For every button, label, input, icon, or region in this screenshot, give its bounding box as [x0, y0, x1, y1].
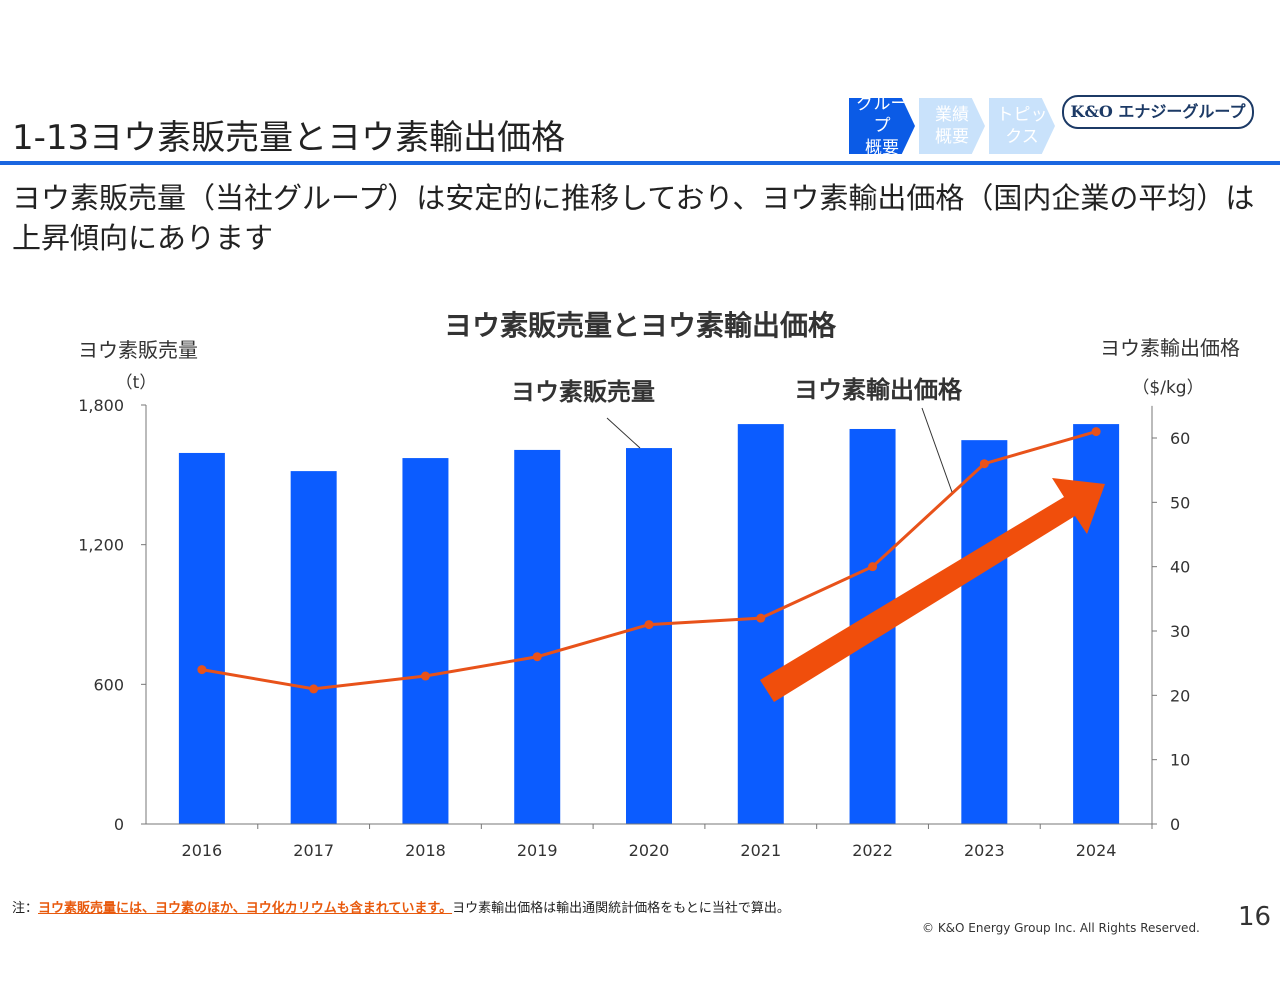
page-title: 1-13ヨウ素販売量とヨウ素輸出価格	[12, 118, 566, 158]
price-point-2018	[420, 671, 430, 681]
nav-label: クス	[1005, 127, 1039, 147]
price-point-2019	[532, 652, 542, 662]
y-right-tick-label: 40	[1170, 558, 1190, 577]
header-divider	[0, 161, 1280, 165]
y-left-unit: （t）	[116, 373, 157, 393]
y-left-label: ヨウ素販売量	[78, 338, 198, 362]
bar-2016	[178, 452, 225, 824]
copyright: © K&O Energy Group Inc. All Rights Reser…	[922, 921, 1200, 935]
price-point-2023	[979, 459, 989, 469]
nav-results-overview[interactable]: 業績 概要	[919, 98, 985, 154]
price-point-2016	[197, 665, 207, 675]
price-point-2022	[868, 562, 878, 572]
y-right-tick-label: 0	[1170, 815, 1180, 834]
x-tick-label: 2017	[293, 841, 334, 860]
nav-label: 概要	[865, 138, 899, 158]
x-tick-label: 2023	[964, 841, 1005, 860]
y-left-tick-label: 1,200	[78, 536, 124, 555]
y-right-unit: （$/kg）	[1132, 378, 1203, 398]
nav-label: 業績	[935, 105, 969, 125]
x-tick-label: 2022	[852, 841, 893, 860]
bar-2023	[961, 440, 1008, 824]
callout-sales: ヨウ素販売量	[511, 378, 655, 406]
y-right-tick-label: 50	[1170, 493, 1190, 512]
y-right-tick-label: 30	[1170, 622, 1190, 641]
callout-price: ヨウ素輸出価格	[794, 376, 963, 404]
page-number: 16	[1238, 902, 1272, 932]
note-rest: ヨウ素輸出価格は輸出通関統計価格をもとに当社で算出。	[452, 901, 790, 916]
x-tick-label: 2016	[182, 841, 223, 860]
bar-2018	[402, 458, 449, 824]
bar-2020	[626, 448, 672, 824]
y-right-tick-label: 20	[1170, 686, 1190, 705]
price-point-2020	[644, 620, 654, 630]
nav-label: トピッ	[996, 105, 1048, 125]
nav-label: グループ	[856, 94, 908, 136]
bar-2021	[737, 424, 784, 824]
x-tick-label: 2024	[1076, 841, 1117, 860]
price-point-2024	[1091, 427, 1101, 437]
price-point-2017	[309, 684, 319, 694]
x-tick-label: 2019	[517, 841, 558, 860]
trend-arrow	[760, 478, 1105, 702]
y-right-tick-label: 60	[1170, 429, 1190, 448]
x-tick-label: 2020	[629, 841, 670, 860]
nav-topics[interactable]: トピッ クス	[989, 98, 1055, 154]
y-left-tick-label: 1,800	[78, 396, 124, 415]
bar-2017	[290, 471, 337, 824]
price-point-2021	[756, 613, 766, 623]
y-right-tick-label: 10	[1170, 751, 1190, 770]
x-tick-label: 2021	[740, 841, 781, 860]
x-tick-label: 2018	[405, 841, 446, 860]
nav-group-overview[interactable]: グループ 概要	[849, 98, 915, 154]
footnote: 注：ヨウ素販売量には、ヨウ素のほか、ヨウ化カリウムも含まれています。ヨウ素輸出価…	[12, 897, 790, 916]
callout-line-price	[921, 407, 953, 493]
y-right-label: ヨウ素輸出価格	[1100, 336, 1240, 360]
note-highlight: ヨウ素販売量には、ヨウ素のほか、ヨウ化カリウムも含まれています。	[38, 901, 453, 916]
callout-line-sales	[606, 417, 641, 449]
brand-logo: K&O エナジーグループ	[1062, 95, 1254, 129]
y-left-tick-label: 0	[114, 815, 124, 834]
note-prefix: 注：	[12, 901, 39, 916]
chart-title: ヨウ素販売量とヨウ素輸出価格	[444, 309, 837, 342]
y-left-tick-label: 600	[93, 675, 124, 694]
bar-2019	[514, 449, 561, 824]
nav-label: 概要	[935, 127, 969, 147]
page-subtitle: ヨウ素販売量（当社グループ）は安定的に推移しており、ヨウ素輸出価格（国内企業の平…	[12, 181, 1255, 255]
